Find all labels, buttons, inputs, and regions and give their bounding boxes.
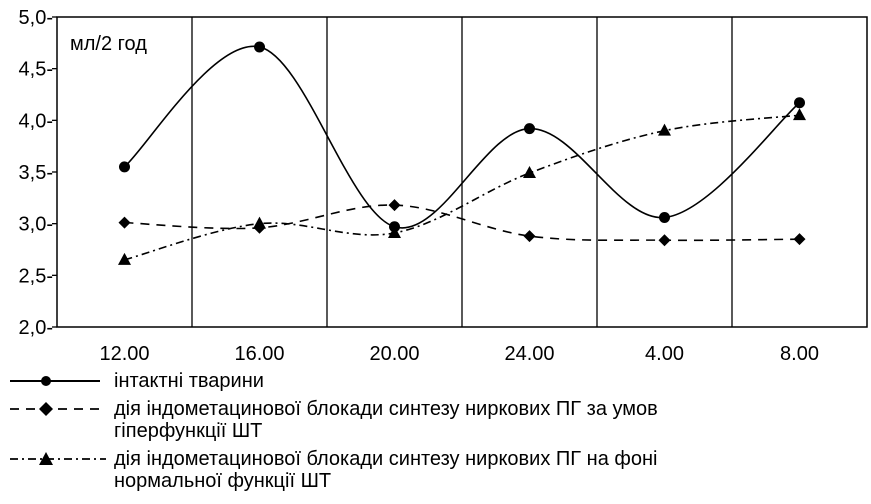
data-point-triangle xyxy=(388,225,401,238)
unit-label: мл/2 год xyxy=(70,33,147,55)
series-line xyxy=(123,45,801,229)
y-tick-label: 3,0- xyxy=(19,214,53,236)
y-tick-label: 5,0- xyxy=(19,7,53,29)
series-2 xyxy=(118,199,806,247)
series-line xyxy=(124,114,800,261)
data-point-diamond xyxy=(793,233,806,246)
series-group xyxy=(118,41,806,265)
data-point-diamond xyxy=(118,216,131,229)
data-point-triangle xyxy=(523,166,536,179)
x-tick-label: 8.00 xyxy=(780,343,819,365)
x-tick-label: 20.00 xyxy=(369,343,419,365)
data-point-circle xyxy=(794,97,805,109)
y-tick-label: 2,0- xyxy=(19,317,53,339)
x-tick-label: 12.00 xyxy=(99,343,149,365)
legend-item-hyperfunction: дія індометацинової блокади синтезу нирк… xyxy=(6,398,866,442)
series-line xyxy=(124,204,800,242)
data-point-diamond xyxy=(388,199,401,212)
x-axis: 12.00 16.00 20.00 24.00 4.00 8.00 xyxy=(99,343,819,365)
data-point-triangle xyxy=(253,216,266,229)
legend-item-intact: інтактні тварини xyxy=(6,370,866,392)
y-tick-label: 4,5- xyxy=(19,59,53,81)
data-point-circle xyxy=(254,41,265,53)
data-point-triangle xyxy=(118,252,131,265)
series-3 xyxy=(118,108,806,265)
data-point-diamond xyxy=(658,234,671,247)
legend-item-normal-function: дія індометацинової блокади синтезу нирк… xyxy=(6,448,866,492)
data-point-circle xyxy=(119,161,130,173)
data-point-triangle xyxy=(793,108,806,121)
legend: інтактні тварини дія індометацинової бло… xyxy=(6,370,866,498)
legend-key-solid-circle xyxy=(10,376,100,386)
legend-key-dashdot-triangle xyxy=(10,452,106,465)
line-chart: 2,0- 2,5- 3,0- 3,5- 4,0- 4,5- 5,0- 12.00 16.00 2… xyxy=(19,7,868,365)
data-point-diamond xyxy=(523,230,536,243)
legend-label-normal-function: дія індометацинової блокади синтезу нирк… xyxy=(114,448,658,492)
data-point-circle xyxy=(524,123,535,135)
legend-label-intact: інтактні тварини xyxy=(114,370,264,392)
vertical-separators xyxy=(191,17,733,327)
y-axis: 2,0- 2,5- 3,0- 3,5- 4,0- 4,5- 5,0- xyxy=(19,7,57,339)
x-tick-label: 16.00 xyxy=(234,343,284,365)
legend-key-dashed-diamond xyxy=(10,402,106,416)
x-tick-label: 24.00 xyxy=(504,343,554,365)
x-tick-label: 4.00 xyxy=(645,343,684,365)
data-point-triangle xyxy=(658,123,671,136)
y-tick-label: 4,0- xyxy=(19,110,53,132)
y-tick-label: 3,5- xyxy=(19,162,53,184)
series-1 xyxy=(119,41,805,233)
legend-label-hyperfunction: дія індометацинової блокади синтезу нирк… xyxy=(114,398,658,442)
data-point-circle xyxy=(659,211,670,223)
y-tick-label: 2,5- xyxy=(19,265,53,287)
